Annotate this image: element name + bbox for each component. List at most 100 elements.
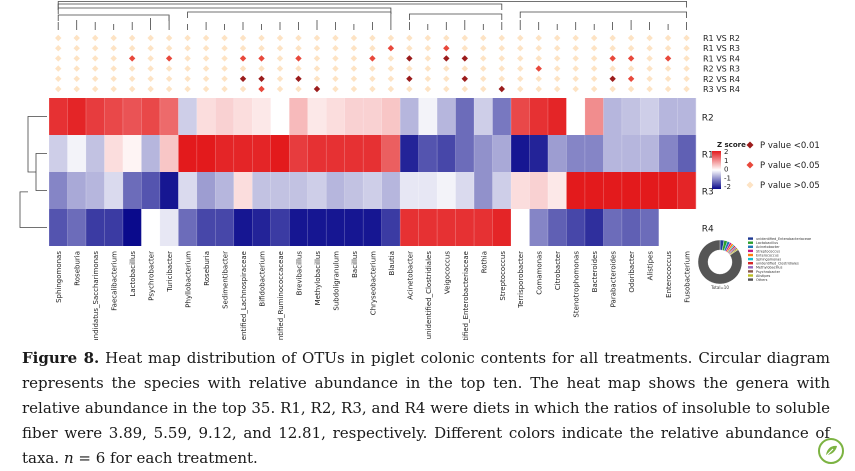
significance-marker — [443, 45, 450, 52]
genus-labels: Sphingomonas Roseburia Candidatus_Sacchari… — [55, 251, 691, 340]
significance-marker — [202, 85, 210, 93]
heatmap-cell — [677, 98, 697, 135]
donut-legend-label: Lactobacillus — [756, 241, 778, 245]
significance-marker — [683, 34, 690, 42]
heatmap-cell — [270, 172, 290, 209]
heatmap-cell — [621, 209, 641, 246]
significance-marker — [202, 55, 210, 62]
heatmap-cell — [344, 98, 364, 135]
treatment-labels: R2 R1 R3 R4 — [702, 114, 714, 235]
heatmap-cell — [455, 172, 475, 209]
genus-label: Veigococcus — [443, 251, 451, 294]
heatmap-cell — [141, 98, 161, 135]
zscore-color-bar — [712, 151, 721, 189]
heatmap-cell — [400, 98, 419, 135]
significance-marker — [461, 45, 468, 52]
donut-legend-label: Acinetobacter — [756, 245, 780, 249]
significance-marker — [55, 45, 62, 52]
significance-marker — [369, 34, 376, 42]
heatmap-cell — [474, 98, 493, 135]
significance-marker — [480, 85, 487, 93]
significance-marker — [461, 34, 468, 42]
comparison-label: R2 VS R4 — [703, 75, 740, 84]
significance-marker — [165, 34, 173, 42]
comparison-label: R2 VS R3 — [703, 65, 740, 74]
significance-marker — [387, 45, 395, 52]
heatmap-cell — [400, 209, 419, 246]
heatmap-cell — [566, 135, 586, 172]
heatmap-cell — [326, 135, 345, 172]
heatmap-cell — [196, 135, 216, 172]
heatmap-cell — [104, 98, 124, 135]
zscore-tick-label: 2 — [724, 148, 728, 156]
heatmap-cell — [677, 135, 697, 172]
heatmap-cell — [363, 98, 382, 135]
significance-marker — [387, 85, 395, 93]
heatmap-cell — [233, 98, 253, 135]
heatmap-cell — [584, 172, 604, 209]
genus-label: Stenotrophomonas — [573, 251, 581, 318]
heatmap-cell — [381, 98, 401, 135]
row-dendrogram — [19, 116, 47, 228]
significance-marker — [498, 65, 505, 72]
significance-marker — [627, 55, 635, 62]
genus-label: Streptococcus — [499, 251, 507, 301]
significance-marker — [369, 85, 376, 93]
dendrogram-branch — [35, 153, 47, 191]
significance-marker — [184, 65, 191, 72]
heatmap-cell — [289, 98, 309, 135]
column-dendrogram — [57, 1, 687, 30]
heatmap-cell — [252, 135, 272, 172]
heatmap-cell — [85, 135, 105, 172]
significance-marker — [443, 75, 450, 82]
significance-marker — [572, 75, 579, 82]
significance-marker — [609, 85, 616, 93]
heatmap-cell — [159, 209, 179, 246]
significance-marker — [110, 45, 117, 52]
heatmap-cell — [621, 135, 641, 172]
dendrogram-branch — [57, 7, 392, 14]
heatmap-cell — [270, 98, 290, 135]
significance-marker — [424, 65, 432, 72]
significance-marker — [147, 75, 154, 82]
significance-marker — [683, 55, 690, 62]
significance-marker — [128, 45, 136, 52]
heatmap-cell — [307, 209, 327, 246]
heatmap-cell — [511, 98, 530, 135]
heatmap-cell — [159, 98, 179, 135]
significance-marker — [572, 85, 579, 93]
heatmap-cell — [492, 172, 512, 209]
significance-marker — [165, 85, 173, 93]
heatmap-cell — [344, 209, 364, 246]
significance-marker — [480, 55, 487, 62]
heatmap-cell — [584, 135, 604, 172]
significance-marker — [128, 85, 136, 93]
significance-marker — [424, 34, 432, 42]
heatmap-cell — [603, 172, 623, 209]
significance-marker — [664, 85, 672, 93]
significance-marker — [92, 85, 99, 93]
significance-marker — [239, 85, 247, 93]
significance-marker — [406, 55, 413, 62]
heatmap-cell — [418, 98, 438, 135]
heatmap-cell — [141, 209, 161, 246]
significance-marker — [609, 45, 616, 52]
heatmap-cell — [492, 209, 512, 246]
significance-marker — [184, 55, 191, 62]
significance-marker — [110, 75, 117, 82]
significance-marker — [517, 45, 524, 52]
heatmap-cell — [85, 172, 105, 209]
heatmap-cell — [159, 172, 179, 209]
significance-marker — [184, 85, 191, 93]
donut-legend-swatch — [748, 274, 753, 277]
significance-marker — [350, 55, 358, 62]
significance-marker — [128, 55, 136, 62]
genus-label: Parabacteroides — [610, 251, 618, 308]
significance-marker — [627, 75, 635, 82]
significance-marker — [664, 45, 672, 52]
significance-marker — [535, 75, 542, 82]
significance-marker — [646, 45, 653, 52]
heatmap-cell — [400, 172, 419, 209]
significance-marker — [239, 34, 247, 42]
